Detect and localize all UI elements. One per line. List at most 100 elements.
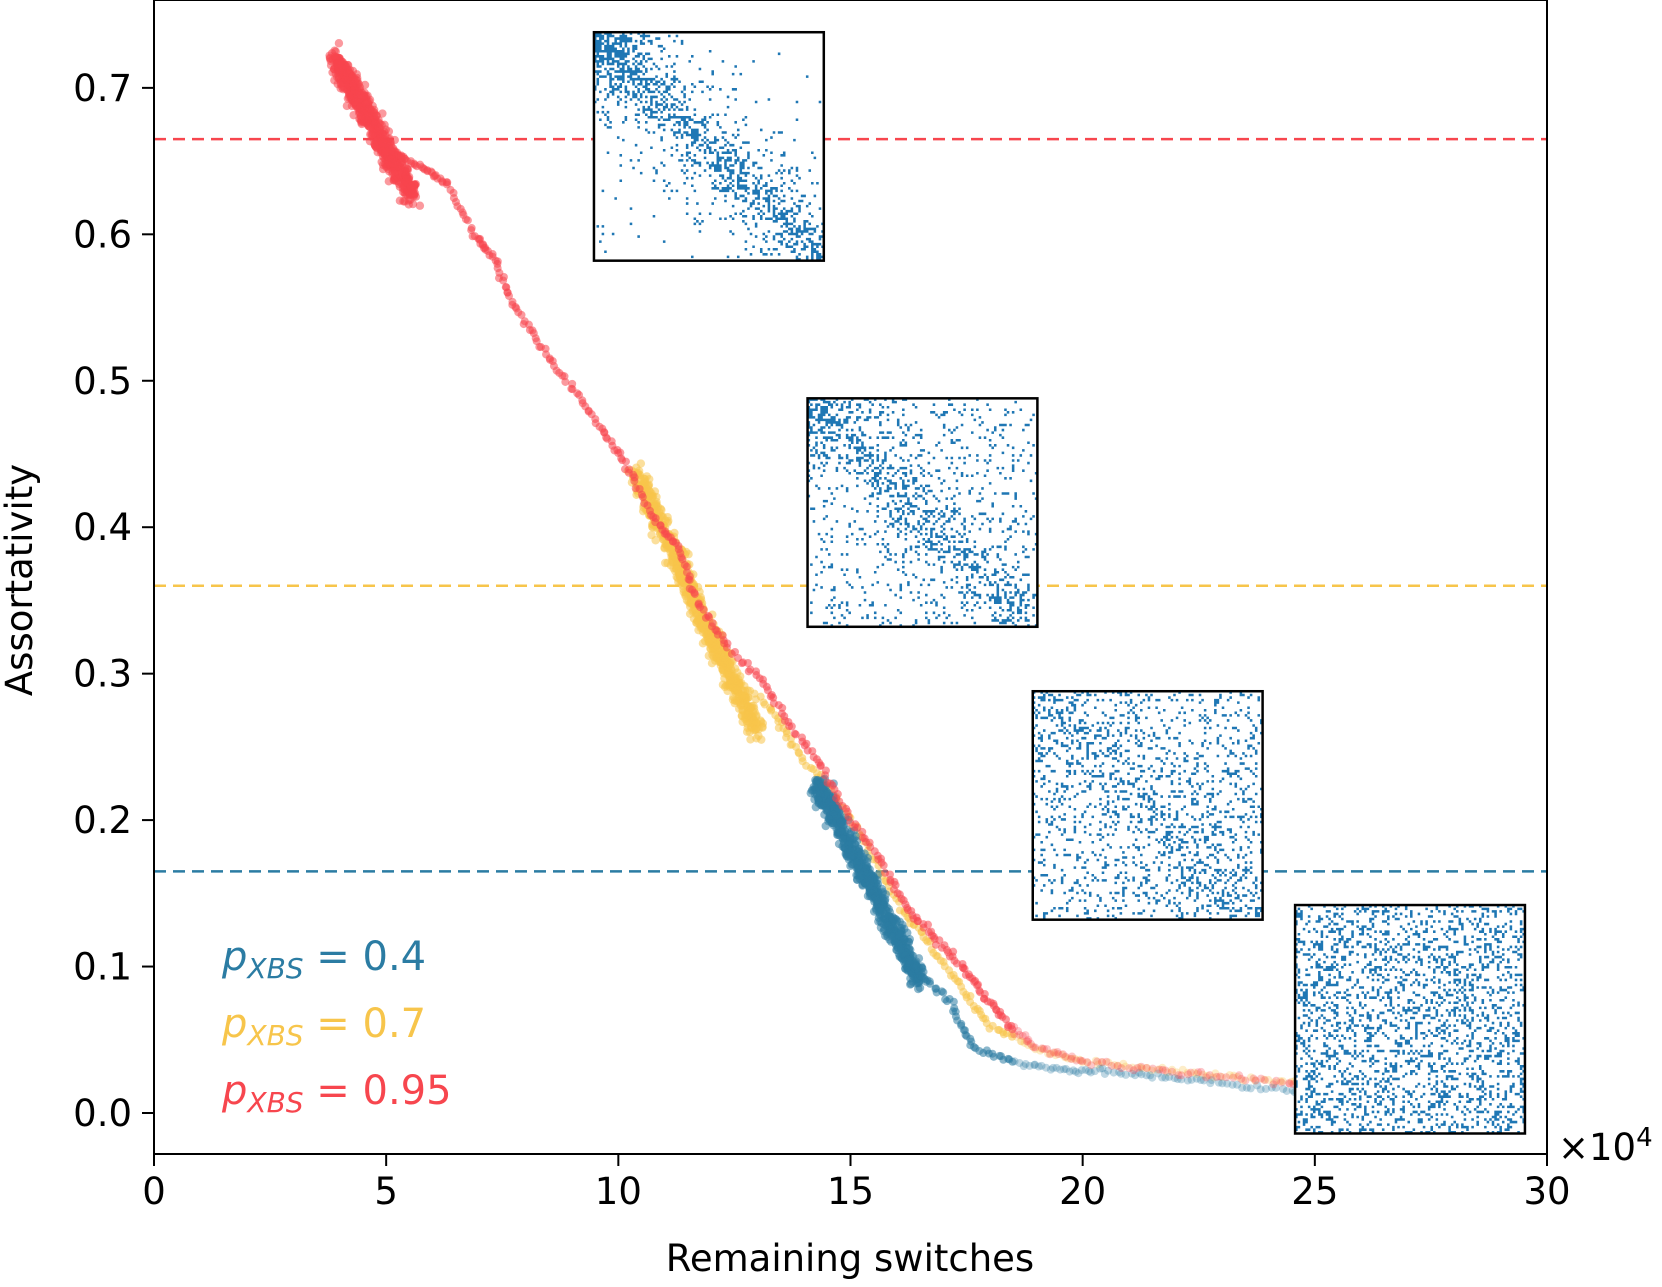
trajectory-point <box>1091 1056 1100 1065</box>
trajectory-point <box>1039 1044 1048 1053</box>
x-multiplier-exponent: 4 <box>1636 1123 1653 1153</box>
trajectory-point <box>1063 1054 1072 1063</box>
trajectory-point <box>939 988 948 997</box>
trajectory-point <box>1148 1064 1157 1073</box>
trajectory-point <box>821 771 830 780</box>
trajectory-point <box>630 476 639 485</box>
trajectory-point <box>1100 1069 1109 1078</box>
trajectory-point <box>1197 1067 1206 1076</box>
cluster-point <box>415 201 425 210</box>
trajectory-point <box>1068 1052 1077 1061</box>
inset-frame <box>1293 903 1527 1135</box>
trajectory-point <box>1125 1064 1134 1073</box>
trajectory-point <box>858 827 867 836</box>
trajectory-point <box>1077 1066 1086 1075</box>
trajectory-point <box>1165 1072 1174 1081</box>
x-tick-label: 0 <box>142 1170 166 1213</box>
trajectory-point <box>1229 1071 1238 1080</box>
cluster-point <box>745 702 755 712</box>
trajectory-point <box>787 722 796 731</box>
cluster-point <box>745 709 754 718</box>
cluster-point <box>365 136 375 146</box>
trajectory-point <box>561 377 570 386</box>
trajectory-point <box>1127 1069 1136 1078</box>
trajectory-point <box>1104 1066 1113 1075</box>
trajectory-point <box>1135 1063 1144 1072</box>
trajectory-point <box>1198 1070 1207 1079</box>
trajectory-point <box>1070 1054 1079 1063</box>
trajectory-point <box>1083 1058 1092 1067</box>
cluster-point <box>360 80 370 90</box>
cluster-point <box>873 875 882 885</box>
x-tick-label: 30 <box>1523 1170 1570 1213</box>
legend-value-2: = 0.95 <box>304 1068 452 1114</box>
trajectory-point <box>913 917 922 926</box>
trajectory-point <box>1161 1073 1170 1082</box>
x-tick-label: 15 <box>827 1170 874 1213</box>
trajectory-point <box>935 936 944 945</box>
trajectory-point <box>1054 1050 1063 1059</box>
trajectory-point <box>1158 1065 1167 1074</box>
trajectory-point <box>1158 1063 1167 1072</box>
trajectory-point <box>1212 1072 1221 1081</box>
trajectory-point <box>1172 1068 1181 1077</box>
x-axis: 0 5 10 15 20 25 30 <box>142 1154 1571 1213</box>
trajectory-point <box>638 493 647 502</box>
trajectory-point <box>1037 1061 1046 1070</box>
cluster-point <box>349 110 358 120</box>
trajectory-point <box>330 52 339 61</box>
cluster-point <box>900 935 909 945</box>
trajectory-point <box>504 291 513 300</box>
trajectory-point <box>1015 1030 1024 1039</box>
cluster-point <box>638 506 648 516</box>
trajectory-point <box>1024 1041 1033 1050</box>
trajectory-point <box>854 863 863 872</box>
trajectory-point <box>1209 1073 1218 1082</box>
trajectory-point <box>1256 1085 1265 1094</box>
trajectory-point <box>1207 1076 1216 1085</box>
trajectory-point <box>355 84 364 93</box>
y-tick-label: 0.7 <box>73 67 132 110</box>
legend-symbol-2: p <box>221 1068 247 1114</box>
trajectory-point <box>1008 1032 1017 1041</box>
trajectory-point <box>1116 1069 1125 1078</box>
x-tick-label: 25 <box>1291 1170 1338 1213</box>
trajectory-point <box>847 851 856 860</box>
legend-entry-1: pXBS = 0.7 <box>221 1001 426 1052</box>
trajectory-point <box>1086 1068 1095 1077</box>
trajectory-point <box>1246 1084 1255 1093</box>
trajectory-point <box>1119 1059 1128 1068</box>
trajectory-point <box>1174 1071 1183 1080</box>
trajectory-point <box>1069 1066 1078 1075</box>
trajectory-point <box>988 1021 997 1030</box>
trajectory-point <box>467 226 476 235</box>
trajectory-point <box>1021 1059 1030 1068</box>
trajectory-point <box>1058 1050 1067 1059</box>
trajectory-point <box>1142 1063 1151 1072</box>
trajectory-point <box>1235 1071 1244 1080</box>
trajectory-point <box>1131 1071 1140 1080</box>
trajectory-point <box>1051 1048 1060 1057</box>
trajectory-point <box>1042 1063 1051 1072</box>
cluster-point <box>393 161 402 171</box>
trajectory-point <box>1061 1052 1070 1061</box>
trajectory-point <box>960 964 969 973</box>
cluster-point <box>734 697 744 706</box>
trajectory-point <box>361 99 370 108</box>
trajectory-point <box>1025 1061 1034 1070</box>
trajectory-point <box>1239 1076 1248 1085</box>
trajectory-point <box>1272 1076 1281 1085</box>
trajectory-point <box>1270 1078 1279 1087</box>
trajectory-point <box>1046 1049 1055 1058</box>
trajectory-point <box>1129 1066 1138 1075</box>
trajectory-point <box>1211 1069 1220 1078</box>
trajectory-point <box>1196 1076 1205 1085</box>
trajectory-point <box>1214 1078 1223 1087</box>
inset-frame <box>592 30 826 262</box>
trajectory-point <box>1192 1074 1201 1083</box>
legend-subscript-1: XBS <box>245 1019 303 1052</box>
trajectory-point <box>1121 1062 1130 1071</box>
legend-symbol-1: p <box>221 1001 247 1047</box>
cluster-point <box>381 148 390 158</box>
